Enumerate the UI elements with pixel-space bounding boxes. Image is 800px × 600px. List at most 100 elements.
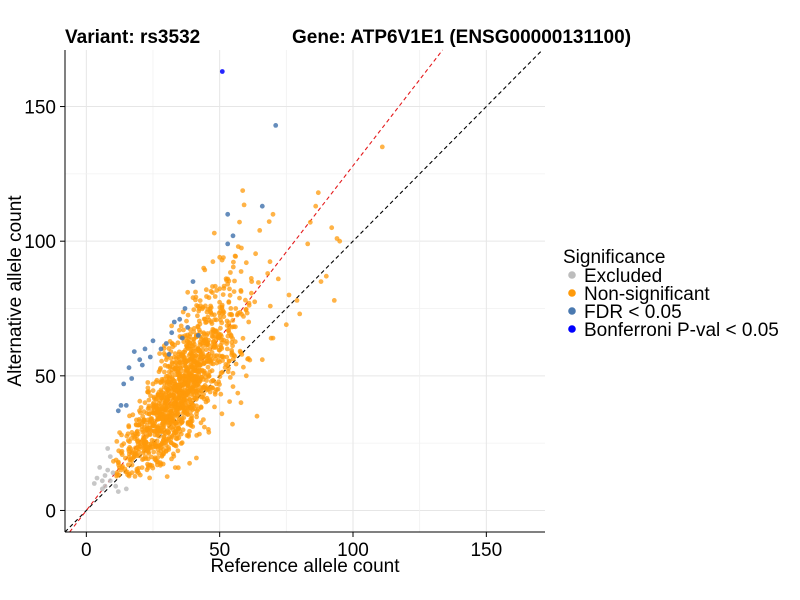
point-non-significant [147,475,153,481]
point-non-significant [169,323,175,329]
point-non-significant [126,423,132,429]
point-non-significant [210,334,216,340]
point-non-significant [218,391,224,397]
point-non-significant [173,360,179,365]
point-non-significant [315,190,321,196]
point-non-significant [156,423,162,429]
point-non-significant [148,445,154,451]
point-non-significant [146,451,152,456]
point-non-significant [201,265,207,271]
point-non-significant [164,397,169,403]
point-excluded [123,486,129,492]
point-non-significant [283,322,289,328]
point-non-significant [170,417,176,423]
point-non-significant [185,389,191,395]
point-non-significant [212,283,218,289]
point-non-significant [155,416,161,422]
point-non-significant [323,273,329,279]
point-non-significant [203,287,209,293]
point-non-significant [243,306,249,312]
point-non-significant [124,433,130,439]
point-non-significant [136,449,142,455]
point-non-significant [227,286,232,292]
legend-label: FDR < 0.05 [584,302,682,323]
point-non-significant [230,264,236,270]
point-non-significant [201,354,207,360]
point-non-significant [223,276,229,282]
point-non-significant [216,310,222,316]
point-non-significant [172,465,178,470]
point-fdr-0-05 [225,241,231,247]
point-non-significant [194,455,199,461]
point-non-significant [173,388,179,393]
point-non-significant [180,419,185,424]
point-non-significant [235,244,241,250]
point-fdr-0-05 [179,335,185,341]
point-non-significant [148,393,153,399]
point-non-significant [229,350,235,356]
point-non-significant [201,417,206,422]
point-non-significant [179,440,185,446]
point-non-significant [206,373,212,379]
point-non-significant [216,335,221,341]
point-non-significant [176,425,181,431]
point-non-significant [185,383,191,389]
point-non-significant [192,359,198,364]
point-non-significant [196,372,202,377]
point-non-significant [121,441,127,447]
point-non-significant [243,297,248,303]
point-non-significant [172,366,178,372]
point-non-significant [180,402,185,408]
point-non-significant [169,360,175,365]
point-non-significant [238,288,244,293]
point-excluded [91,481,97,486]
chart-title-variant: Variant: rs3532 [65,27,200,48]
point-non-significant [243,260,249,266]
point-fdr-0-05 [177,316,183,322]
point-non-significant [122,466,128,472]
point-non-significant [163,440,168,445]
point-non-significant [204,378,209,383]
point-non-significant [114,439,120,444]
point-non-significant [217,299,223,305]
point-non-significant [225,362,231,368]
point-non-significant [181,359,187,365]
point-fdr-0-05 [190,279,196,284]
point-non-significant [172,351,178,357]
point-non-significant [246,319,252,325]
point-excluded [105,446,111,451]
point-non-significant [237,219,242,225]
point-non-significant [137,410,143,415]
point-non-significant [163,431,169,436]
point-non-significant [238,350,244,355]
point-fdr-0-05 [195,333,201,338]
point-non-significant [145,461,150,467]
point-non-significant [203,320,209,325]
legend-label: Non-significant [584,284,710,305]
point-non-significant [252,299,258,305]
point-non-significant [235,390,241,396]
point-non-significant [196,318,202,324]
point-non-significant [241,364,246,370]
point-non-significant [183,363,189,369]
point-non-significant [171,384,177,390]
point-non-significant [238,269,244,274]
point-non-significant [216,347,222,353]
point-non-significant [172,378,178,384]
point-non-significant [219,320,225,326]
y-tick-label: 0 [45,501,56,522]
point-non-significant [171,430,177,436]
point-non-significant [145,389,151,395]
point-non-significant [190,374,196,380]
point-fdr-0-05 [169,330,175,336]
point-non-significant [194,303,200,308]
point-fdr-0-05 [158,346,164,352]
point-non-significant [140,413,146,419]
point-non-significant [157,407,163,413]
point-excluded [107,454,113,459]
point-non-significant [227,292,233,298]
point-non-significant [181,415,187,421]
point-non-significant [146,397,152,403]
point-non-significant [218,325,223,331]
point-non-significant [181,327,186,333]
